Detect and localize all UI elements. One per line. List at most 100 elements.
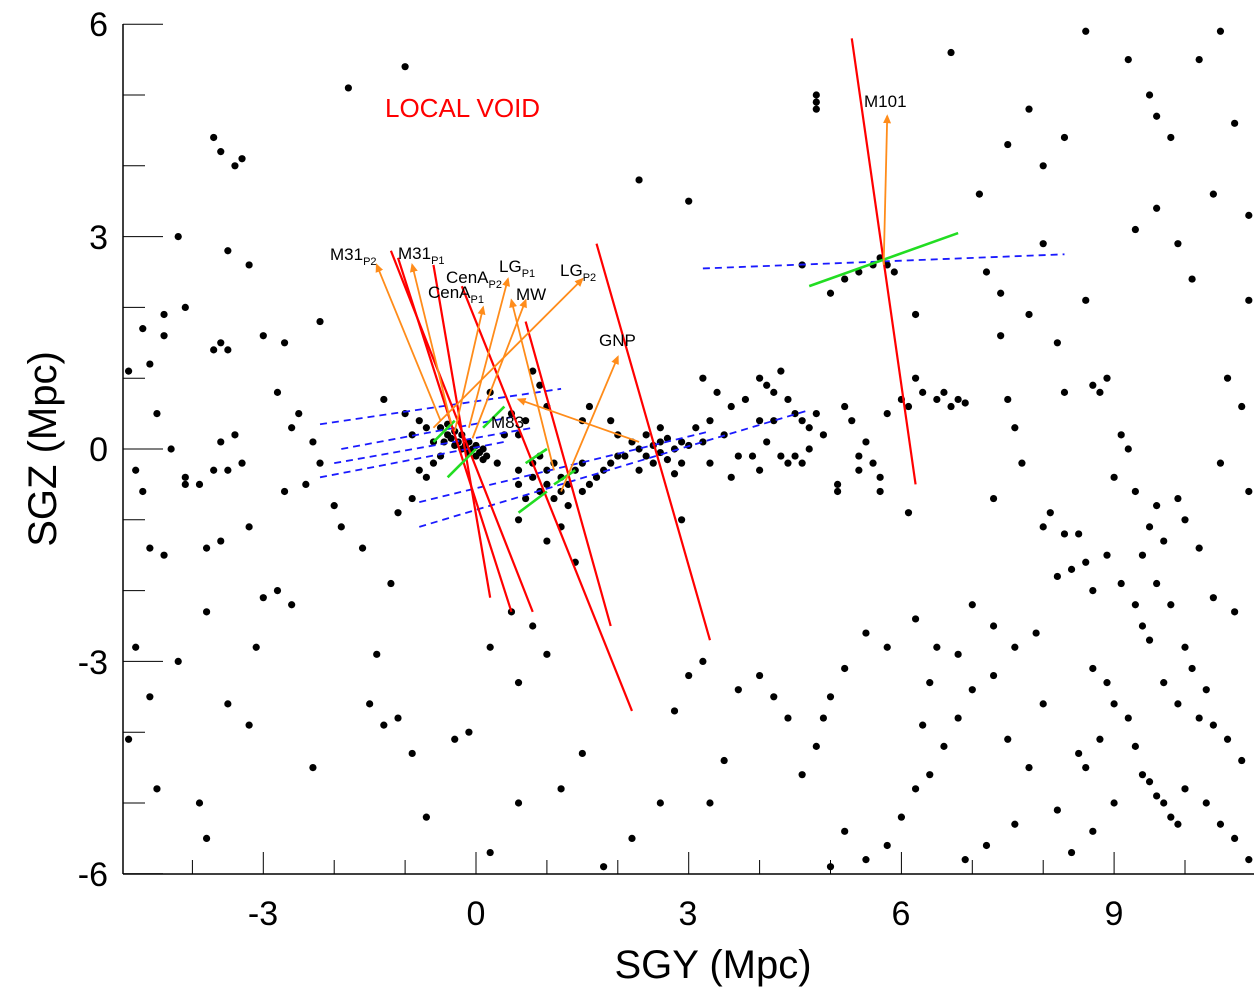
data-point [862, 856, 870, 864]
data-point [139, 325, 147, 333]
data-point [911, 785, 920, 793]
data-point [465, 728, 473, 736]
data-point [897, 813, 906, 821]
data-point [1039, 240, 1047, 248]
data-point [224, 700, 232, 708]
data-point [642, 431, 650, 439]
data-point [1216, 459, 1225, 467]
data-point [1075, 749, 1083, 758]
data-point [678, 516, 686, 524]
data-point [1131, 742, 1139, 750]
data-point [1223, 735, 1232, 743]
green-segment [553, 469, 576, 486]
data-point [316, 459, 324, 467]
data-point [819, 431, 828, 439]
data-point [989, 622, 998, 630]
data-point [394, 509, 402, 517]
arrow-m31_p1 [409, 262, 453, 425]
data-point [1039, 523, 1047, 531]
label-gnp: GNP [599, 331, 636, 350]
data-point [713, 388, 721, 396]
data-point [784, 714, 792, 722]
data-point [791, 452, 799, 460]
data-point [167, 445, 175, 453]
data-point [146, 693, 154, 701]
data-point [812, 105, 820, 113]
data-point [1245, 296, 1253, 304]
data-point [649, 459, 657, 467]
data-point [1089, 587, 1097, 595]
label-m83: M83 [491, 413, 524, 432]
data-point [1216, 820, 1225, 828]
data-point [798, 459, 806, 467]
data-point [1231, 119, 1239, 127]
data-point [727, 402, 735, 411]
data-point [1209, 721, 1217, 729]
data-point [1160, 799, 1168, 807]
data-point [1167, 601, 1175, 609]
data-point [982, 268, 991, 276]
data-point [202, 608, 211, 616]
data-point [1060, 530, 1069, 538]
data-point [982, 841, 991, 850]
data-point [919, 388, 927, 396]
x-tick-label: 3 [679, 895, 698, 933]
data-point [763, 438, 771, 446]
data-point [202, 544, 211, 552]
y-tick-label: 6 [89, 6, 108, 44]
data-point [642, 452, 650, 460]
data-point [841, 402, 849, 411]
data-point [522, 417, 530, 425]
data-point [1124, 714, 1132, 722]
data-point [585, 480, 594, 488]
data-point [841, 664, 849, 673]
data-point [997, 332, 1005, 340]
data-point [493, 459, 501, 467]
data-point [1082, 27, 1090, 35]
data-point [295, 410, 303, 418]
data-point [217, 339, 225, 347]
data-point [1025, 310, 1033, 319]
data-point [415, 417, 423, 425]
data-point [1131, 601, 1139, 609]
data-point [855, 466, 863, 474]
data-point [1117, 579, 1125, 588]
data-point [656, 424, 664, 432]
data-point [1245, 487, 1253, 496]
data-point [1216, 27, 1225, 35]
data-point [784, 459, 792, 467]
data-point [139, 487, 147, 496]
data-point [543, 537, 551, 545]
data-point [1011, 424, 1019, 432]
data-point [635, 176, 643, 184]
data-point [557, 785, 565, 793]
data-point [288, 424, 296, 432]
data-point [1103, 679, 1111, 687]
data-point [280, 339, 289, 347]
data-point [366, 700, 374, 708]
data-point [483, 452, 491, 460]
data-point [756, 671, 764, 680]
data-point [224, 346, 232, 354]
data-point [890, 268, 898, 276]
x-tick-label: -3 [248, 895, 278, 933]
blue-dashed-line [319, 387, 562, 426]
data-point [543, 480, 551, 488]
data-point [309, 764, 317, 772]
data-point [1039, 162, 1047, 170]
data-point [1153, 204, 1161, 212]
data-point [1124, 56, 1132, 64]
data-point [408, 749, 416, 758]
data-point [989, 494, 998, 503]
data-point [202, 834, 211, 843]
data-point [663, 434, 672, 442]
data-point [529, 367, 537, 375]
green-segment [446, 448, 477, 479]
data-point [692, 424, 700, 432]
data-point [1011, 643, 1019, 651]
data-point [883, 410, 891, 418]
label-lg-p2: LGP2 [560, 261, 596, 284]
data-point [1145, 523, 1154, 531]
data-point [1117, 431, 1125, 439]
data-point [273, 388, 282, 396]
